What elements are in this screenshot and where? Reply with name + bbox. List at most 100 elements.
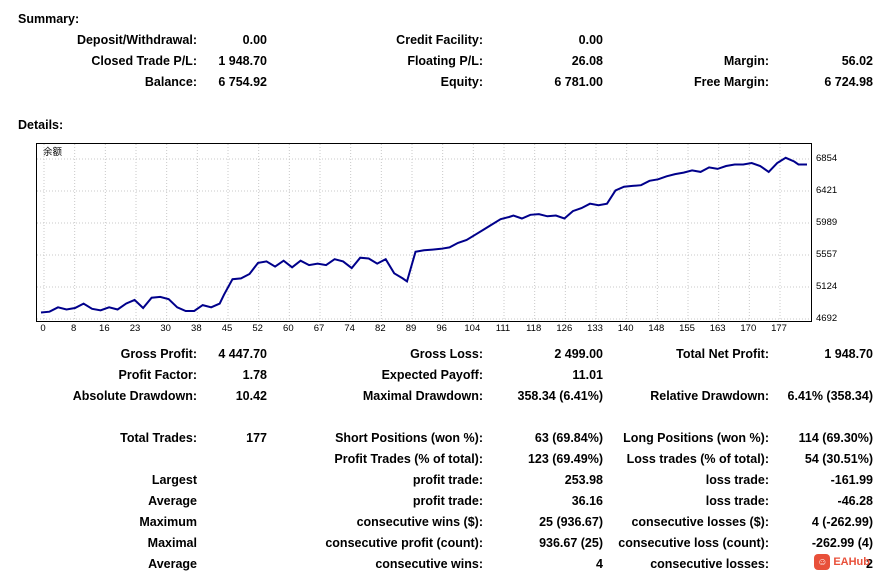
chart-title: 余额 bbox=[43, 146, 63, 158]
x-tick-label: 177 bbox=[771, 323, 787, 334]
details-value: 123 (69.49%) bbox=[527, 452, 603, 466]
details-value: 25 (936.67) bbox=[539, 515, 603, 529]
x-tick-label: 60 bbox=[283, 323, 294, 334]
x-tick-label: 45 bbox=[221, 323, 233, 334]
eahub-logo-icon: ☺ bbox=[814, 554, 831, 570]
x-tick-label: 140 bbox=[617, 323, 634, 334]
details-label: consecutive profit (count): bbox=[325, 536, 483, 550]
y-tick-label: 5989 bbox=[816, 217, 838, 228]
summary-value: 26.08 bbox=[571, 54, 603, 68]
summary-label: Credit Facility: bbox=[396, 33, 483, 47]
details-value: 1 948.70 bbox=[824, 347, 873, 361]
y-tick-label: 5124 bbox=[816, 281, 838, 293]
details-value: -161.99 bbox=[830, 473, 873, 487]
summary-label: Equity: bbox=[440, 75, 483, 89]
y-tick-label: 6421 bbox=[816, 185, 838, 197]
x-tick-label: 111 bbox=[495, 323, 511, 334]
details-value: 936.67 (25) bbox=[539, 536, 603, 550]
details-label: loss trade: bbox=[705, 494, 769, 508]
details-label: consecutive loss (count): bbox=[618, 536, 769, 550]
x-tick-label: 23 bbox=[129, 323, 141, 334]
details-value: 114 (69.30%) bbox=[798, 431, 873, 445]
x-tick-label: 148 bbox=[648, 323, 665, 334]
details-value: 6.41% (358.34) bbox=[787, 389, 873, 403]
summary-label: Closed Trade P/L: bbox=[91, 54, 197, 68]
balance-line bbox=[40, 156, 807, 314]
summary-value: 1 948.70 bbox=[218, 54, 267, 68]
details-label: Maximum bbox=[139, 515, 197, 529]
details-value: 36.16 bbox=[571, 494, 603, 508]
x-tick-label: 0 bbox=[40, 323, 46, 334]
x-tick-label: 82 bbox=[375, 323, 386, 334]
details-label: Total Trades: bbox=[120, 431, 197, 445]
details-value: 177 bbox=[246, 431, 267, 445]
summary-value: 6 754.92 bbox=[218, 75, 267, 89]
details-title: Details: bbox=[18, 118, 64, 132]
details-value: 63 (69.84%) bbox=[534, 431, 603, 445]
details-label: Long Positions (won %): bbox=[623, 431, 769, 445]
details-label: Total Net Profit: bbox=[676, 347, 769, 361]
details-label: Average bbox=[148, 557, 197, 571]
details-value: 11.01 bbox=[572, 368, 603, 382]
balance-chart: 余额 bbox=[36, 143, 812, 322]
details-label: consecutive losses: bbox=[650, 557, 769, 571]
details-label: Largest bbox=[151, 473, 197, 487]
details-label: loss trade: bbox=[705, 473, 769, 487]
details-value: 2 bbox=[866, 557, 873, 571]
x-tick-label: 38 bbox=[191, 323, 202, 334]
summary-value: 0.00 bbox=[242, 33, 267, 47]
x-tick-label: 67 bbox=[313, 323, 325, 334]
x-tick-label: 133 bbox=[587, 323, 603, 334]
summary-label: Deposit/Withdrawal: bbox=[76, 33, 197, 47]
details-value: 4 447.70 bbox=[218, 347, 267, 361]
details-value: 253.98 bbox=[564, 473, 603, 487]
details-label: profit trade: bbox=[412, 473, 483, 487]
x-tick-label: 118 bbox=[526, 323, 542, 334]
summary-label: Floating P/L: bbox=[407, 54, 483, 68]
x-tick-label: 155 bbox=[679, 323, 695, 334]
x-tick-label: 170 bbox=[740, 323, 757, 334]
details-label: Loss trades (% of total): bbox=[626, 452, 769, 466]
x-tick-label: 104 bbox=[464, 323, 481, 334]
x-tick-label: 163 bbox=[709, 323, 726, 334]
summary-label: Balance: bbox=[144, 75, 197, 89]
x-tick-label: 8 bbox=[71, 323, 77, 334]
x-tick-label: 126 bbox=[556, 323, 573, 334]
details-value: -46.28 bbox=[837, 494, 873, 508]
details-label: Profit Factor: bbox=[118, 368, 197, 382]
details-label: Gross Loss: bbox=[410, 347, 483, 361]
details-label: Absolute Drawdown: bbox=[72, 389, 197, 403]
summary-value: 0.00 bbox=[578, 33, 603, 47]
details-value: -262.99 (4) bbox=[811, 536, 873, 550]
details-label: Maximal Drawdown: bbox=[362, 389, 483, 403]
details-label: Relative Drawdown: bbox=[650, 389, 769, 403]
details-label: Profit Trades (% of total): bbox=[334, 452, 483, 466]
summary-label: Free Margin: bbox=[693, 75, 769, 89]
watermark-text: EAHub bbox=[833, 556, 870, 568]
summary-value: 56.02 bbox=[841, 54, 873, 68]
watermark: ☺ EAHub bbox=[814, 554, 870, 570]
details-label: consecutive wins ($): bbox=[356, 515, 483, 529]
details-label: Maximal bbox=[147, 536, 197, 550]
details-label: consecutive wins: bbox=[375, 557, 483, 571]
details-label: Average bbox=[148, 494, 197, 508]
details-value: 1.78 bbox=[242, 368, 267, 382]
details-label: Gross Profit: bbox=[120, 347, 197, 361]
y-tick-label: 5557 bbox=[816, 248, 838, 260]
details-label: Expected Payoff: bbox=[381, 368, 483, 382]
x-tick-label: 52 bbox=[252, 323, 263, 334]
details-value: 2 499.00 bbox=[554, 347, 603, 361]
details-value: 10.42 bbox=[235, 389, 267, 403]
details-value: 54 (30.51%) bbox=[804, 452, 873, 466]
x-tick-label: 96 bbox=[436, 323, 447, 334]
x-tick-label: 74 bbox=[344, 323, 355, 334]
balance-chart-svg: 余额 bbox=[37, 144, 811, 321]
details-label: profit trade: bbox=[412, 494, 483, 508]
x-tick-label: 89 bbox=[405, 323, 417, 334]
details-label: Short Positions (won %): bbox=[335, 431, 483, 445]
details-value: 4 (-262.99) bbox=[811, 515, 873, 529]
details-label: consecutive losses ($): bbox=[631, 515, 769, 529]
summary-title: Summary: bbox=[18, 12, 80, 26]
x-tick-label: 16 bbox=[99, 323, 110, 334]
details-value: 4 bbox=[596, 557, 603, 571]
